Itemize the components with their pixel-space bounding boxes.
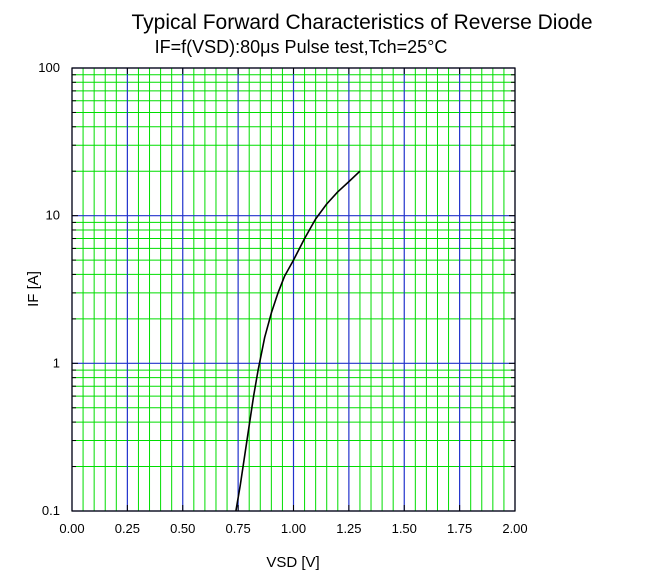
x-tick-label: 1.75	[447, 521, 472, 536]
x-tick-label: 1.00	[281, 521, 306, 536]
y-tick-label: 100	[38, 60, 60, 75]
curve-layer	[235, 170, 361, 512]
y-tick-label: 10	[46, 208, 60, 223]
x-tick-label: 0.25	[115, 521, 140, 536]
x-tick-label: 1.25	[336, 521, 361, 536]
plot-frame	[71, 67, 516, 512]
x-axis-label: VSD [V]	[266, 554, 319, 571]
minor-gridlines	[72, 68, 515, 511]
x-tick-label: 0.50	[170, 521, 195, 536]
chart-subtitle: IF=f(VSD):80μs Pulse test,Tch=25°C	[155, 37, 448, 57]
chart-title: Typical Forward Characteristics of Rever…	[132, 11, 593, 34]
x-tick-labels: 0.00 0.25 0.50 0.75 1.00 1.25 1.50 1.75 2.00	[59, 521, 527, 536]
x-tick-label: 1.50	[392, 521, 417, 536]
y-axis-label: IF [A]	[25, 271, 42, 307]
y-tick-label: 1	[53, 355, 60, 370]
x-tick-label: 0.00	[59, 521, 84, 536]
forward-characteristic-curve	[235, 170, 361, 512]
y-tick-label: 0.1	[42, 503, 60, 518]
x-tick-label: 0.75	[225, 521, 250, 536]
x-tick-label: 2.00	[502, 521, 527, 536]
y-tick-labels: 0.1 1 10 100	[38, 60, 60, 518]
